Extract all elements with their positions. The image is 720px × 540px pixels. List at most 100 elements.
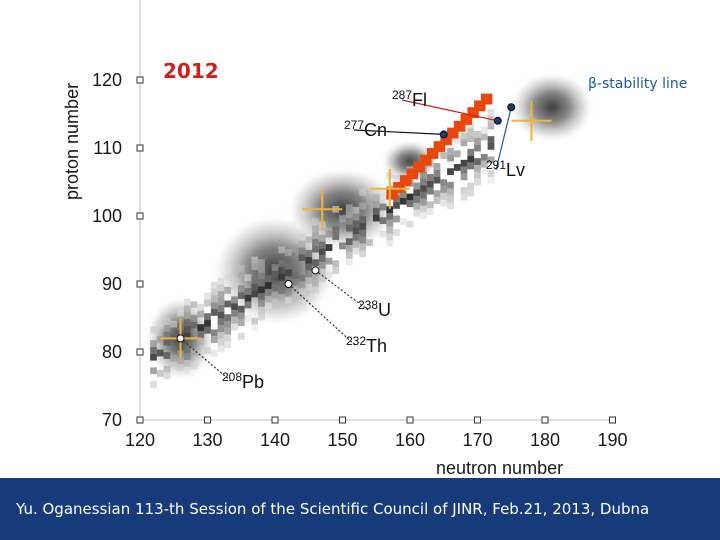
nuclide-cell: [480, 133, 488, 141]
nuclide-cell: [264, 295, 272, 303]
nuclide-cell: [420, 205, 427, 213]
nuclide-cell: [210, 302, 218, 310]
nuclide-cell: [487, 176, 495, 184]
nuclide-cell: [325, 230, 333, 238]
nuclide-cell: [224, 286, 232, 294]
nuclide-cell: [372, 201, 380, 208]
nuclide-cell: [197, 310, 205, 318]
nuclide-cell: [217, 338, 225, 346]
leader-line: [495, 107, 512, 171]
nuclide-cell: [291, 285, 299, 293]
nuclide-cell: [359, 236, 367, 244]
nuclide-cell: [332, 260, 340, 268]
nuclide-cell: [231, 303, 238, 310]
nuclide-cell: [447, 202, 454, 210]
nuclide-cell: [210, 288, 218, 296]
nuclide-cell: [474, 165, 481, 172]
element-symbol: Th: [366, 336, 387, 356]
nuclide-cell: [271, 298, 279, 306]
nuclide-cell: [386, 213, 394, 220]
nuclide-marker: [507, 103, 516, 112]
nuclide-cell: [474, 131, 481, 138]
nuclide-cell: [352, 240, 360, 248]
nuclide-cell: [177, 364, 184, 371]
nuclide-cell: [440, 186, 448, 193]
nuclide-cell: [258, 259, 265, 266]
nuclide-cell: [318, 275, 326, 283]
nuclide-cell: [285, 296, 292, 304]
axis-ticks: 120 130 140 150 160 170 180 190 70 80 90 100 110 120: [92, 70, 628, 450]
x-tick-label: 170: [462, 430, 492, 450]
nuclide-cell: [480, 126, 488, 134]
nuclide-cell: [433, 190, 441, 198]
nuclide-cell: [204, 313, 211, 321]
stability-line-label: β-stability line: [588, 76, 687, 92]
nuclide-cell: [251, 276, 259, 284]
nuclide-cell: [258, 313, 265, 321]
nuclide-cell: [217, 277, 225, 285]
nuclide-cell: [406, 200, 414, 208]
x-tick-label: 150: [327, 430, 357, 450]
nuclide-cell: [453, 164, 461, 171]
nuclide-cell: [352, 247, 360, 255]
x-tick-label: 160: [395, 430, 425, 450]
nuclide-cell: [264, 275, 272, 283]
nuclide-cell: [224, 327, 232, 335]
nuclide-cell: [291, 292, 299, 300]
nuclide-cell: [170, 320, 178, 328]
nuclide-cell: [298, 288, 306, 296]
nuclide-cell: [224, 334, 232, 342]
nuclide-cell: [467, 121, 475, 129]
nuclide-cell: [413, 182, 421, 190]
nuclide-cell: [406, 220, 414, 228]
nuclide-label: 287Fl: [392, 88, 427, 110]
nuclide-marker: [439, 130, 448, 139]
nuclide-cell: [278, 287, 286, 295]
nuclide-cell: [305, 236, 313, 244]
nuclide-cell: [217, 311, 225, 319]
nuclide-cell: [278, 246, 286, 254]
nuclide-cell: [345, 251, 353, 259]
superheavy-cell: [420, 154, 432, 166]
superheavy-cell: [453, 120, 466, 132]
year-label: 2012: [163, 59, 219, 83]
nuclide-cell: [163, 352, 171, 359]
nuclide-cell: [393, 201, 400, 209]
superheavy-cell: [399, 175, 412, 187]
nuclide-cell: [224, 300, 232, 308]
nuclide-cell: [204, 320, 211, 327]
nuclide-cell: [413, 196, 421, 203]
nuclide-cell: [339, 242, 346, 250]
nuclide-cell: [197, 324, 205, 332]
nuclide-cell: [359, 243, 367, 251]
nuclide-label: 291Lv: [486, 158, 525, 180]
nuclide-cell: [298, 254, 306, 262]
nuclide-cell: [285, 276, 292, 284]
nuclide-cell: [325, 257, 333, 265]
nuclide-cell: [332, 233, 340, 240]
x-axis-title: neutron number: [436, 458, 563, 478]
nuclide-cell: [190, 301, 198, 309]
nuclide-cell: [426, 174, 434, 181]
nuclide-cell: [379, 217, 387, 225]
nuclide-cell: [460, 166, 468, 174]
x-tick-marker: [339, 416, 346, 424]
nuclide-cell: [474, 137, 481, 145]
mass-number: 277: [344, 118, 364, 132]
nuclide-cell: [460, 193, 468, 201]
nuclide-cell: [217, 298, 225, 305]
nuclide-cell: [480, 153, 488, 161]
nuclide-label: 208Pb: [222, 370, 264, 392]
nuclide-cell: [460, 187, 468, 194]
nuclide-cell: [285, 262, 292, 270]
nuclide-cell: [440, 179, 448, 187]
nuclide-cell: [251, 290, 259, 298]
nuclide-cell: [210, 329, 218, 337]
nuclide-cell: [244, 274, 252, 282]
superheavy-cell: [474, 100, 486, 112]
nuclide-cell: [258, 279, 265, 287]
nuclide-cell: [217, 284, 225, 292]
mass-number: 208: [222, 370, 242, 384]
y-tick-label: 90: [102, 274, 122, 294]
